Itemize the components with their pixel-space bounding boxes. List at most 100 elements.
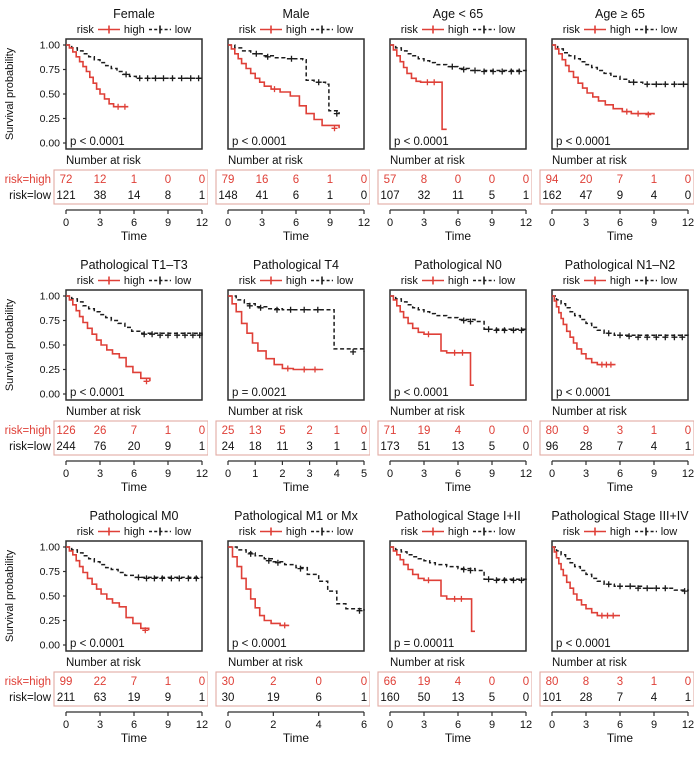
y-axis-label: Survival probability [4,549,16,642]
legend-risk-label: risk [562,525,580,538]
x-tick-label: 0 [225,217,231,229]
risk-table: 30 30 0 2 19 2 0 6 4 0 1 6 Time [215,671,370,745]
x-tick-label: 12 [196,217,208,229]
high-risk-curve [552,44,655,115]
risk-count-low: 121 [56,190,75,202]
risk-count-high: 0 [489,174,495,186]
x-tick-label: 0 [387,468,393,480]
risk-count-low: 160 [380,692,399,704]
legend-risk-label: risk [238,274,256,287]
legend-low-marker-icon [634,25,657,34]
km-panel: Female risk high low Survival probability 1.0… [2,4,208,243]
x-tick-label: 3 [421,719,427,731]
risk-count-high: 0 [523,676,529,688]
legend-risk-label: risk [76,525,94,538]
plot-border [227,38,365,150]
plot-border [227,540,365,652]
plot-border [389,38,527,150]
p-value-label: p = 0.0021 [232,387,287,399]
risk-count-high: 2 [306,425,312,437]
time-axis-label: Time [445,229,472,243]
risk-count-low: 11 [276,441,288,453]
x-tick-label: 9 [327,217,333,229]
panel-title: Pathological Stage I+II [395,509,521,523]
risk-count-low: 19 [128,692,141,704]
x-tick-label: 12 [196,468,208,480]
risk-count-low: 107 [380,190,399,202]
risk-count-low: 50 [418,692,431,704]
x-tick-label: 3 [259,217,265,229]
risk-count-low: 47 [580,190,593,202]
panel-title: Age < 65 [432,7,484,21]
x-tick-label: 3 [421,468,427,480]
x-tick-label: 9 [489,468,495,480]
risk-count-high: 30 [222,676,235,688]
risk-count-high: 7 [131,425,137,437]
risk-table-border [377,169,532,205]
survival-plot: p = 0.0021 [227,289,365,401]
low-risk-curve [66,546,203,579]
x-tick-label: 12 [358,217,370,229]
x-tick-label: 3 [97,719,103,731]
legend-low-label: low [174,525,192,538]
risk-high-row-label: risk=high [5,676,51,688]
x-tick-label: 9 [651,719,657,731]
low-risk-censor-marks [247,550,363,614]
risk-count-low: 14 [128,190,141,202]
legend-low-label: low [498,23,516,36]
risk-table-border [539,420,694,456]
risk-count-low: 28 [580,441,593,453]
survival-plot: p < 0.0001 [227,540,365,652]
high-risk-censor-marks [115,103,128,110]
plot-border [551,38,689,150]
legend-risk-label: risk [562,274,580,287]
risk-count-high: 16 [256,174,269,186]
km-panel: Pathological N1–N2 risk high low p < 0.0001 N… [534,255,694,494]
km-panel: Pathological T4 risk high low p = 0.0021 Numb… [210,255,370,494]
number-at-risk-label: Number at risk [552,406,627,418]
number-at-risk-label: Number at risk [66,657,141,669]
x-tick-label: 3 [307,468,313,480]
y-tick-label: 0.50 [40,591,61,603]
survival-plot: Survival probability 1.00 0.75 0.50 0.25 0.00… [4,289,203,401]
risk-count-high: 72 [60,174,73,186]
risk-count-high: 7 [617,174,623,186]
risk-count-low: 32 [418,190,431,202]
risk-count-low: 76 [94,441,107,453]
legend-high-marker-icon [97,25,120,34]
risk-count-low: 4 [651,692,658,704]
risk-count-low: 9 [165,692,171,704]
risk-count-low: 8 [165,190,171,202]
risk-count-low: 20 [128,441,141,453]
x-tick-label: 12 [682,468,694,480]
risk-count-high: 0 [199,174,205,186]
legend-high-marker-icon [259,527,282,536]
risk-count-high: 0 [361,425,367,437]
risk-count-low: 0 [523,441,529,453]
x-tick-label: 0 [387,719,393,731]
risk-count-high: 80 [546,425,559,437]
legend-high-label: high [447,525,469,538]
number-at-risk-label: Number at risk [228,657,303,669]
time-axis-label: Time [283,731,310,745]
risk-count-low: 6 [315,692,321,704]
high-risk-curve [390,295,474,386]
x-tick-label: 12 [682,217,694,229]
risk-count-high: 0 [523,425,529,437]
risk-count-high: 0 [199,425,205,437]
risk-count-low: 5 [489,441,495,453]
y-tick-label: 0.50 [40,89,61,101]
low-risk-curve [552,44,688,85]
risk-count-high: 57 [384,174,397,186]
x-tick-label: 0 [387,217,393,229]
x-tick-label: 6 [361,719,367,731]
y-tick-label: 0.00 [40,138,61,150]
low-risk-censor-marks [123,71,202,82]
x-tick-label: 3 [583,468,589,480]
survival-plot: p < 0.0001 [389,38,527,150]
risk-count-low: 1 [334,441,340,453]
survival-plot: Survival probability 1.00 0.75 0.50 0.25 0.00… [4,38,203,150]
y-tick-label: 1.00 [40,542,61,554]
risk-count-high: 8 [583,676,589,688]
